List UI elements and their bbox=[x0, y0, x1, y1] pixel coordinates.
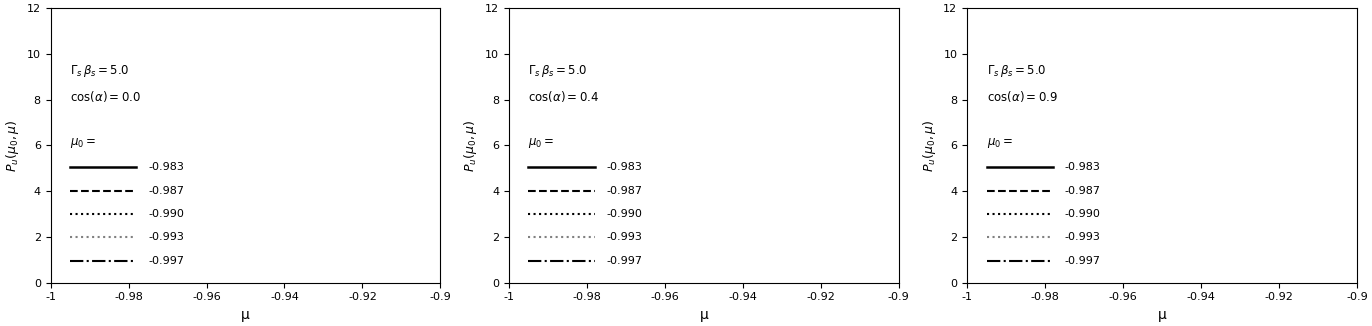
Text: $\mu_0 =$: $\mu_0 =$ bbox=[528, 136, 554, 150]
Text: $\cos(\alpha) = $0.4: $\cos(\alpha) = $0.4 bbox=[528, 89, 600, 104]
Text: -0.997: -0.997 bbox=[1065, 256, 1100, 266]
Text: $\cos(\alpha) = $0.9: $\cos(\alpha) = $0.9 bbox=[986, 89, 1058, 104]
X-axis label: μ: μ bbox=[1158, 308, 1166, 322]
Text: -0.993: -0.993 bbox=[1065, 232, 1100, 242]
Y-axis label: $P_u(\mu_0,\mu)$: $P_u(\mu_0,\mu)$ bbox=[4, 119, 21, 171]
Text: -0.997: -0.997 bbox=[148, 256, 184, 266]
Text: $\Gamma_s\,\beta_s = 5.0$: $\Gamma_s\,\beta_s = 5.0$ bbox=[528, 63, 589, 79]
Text: -0.983: -0.983 bbox=[1065, 162, 1100, 172]
Text: -0.993: -0.993 bbox=[606, 232, 642, 242]
Text: $\cos(\alpha) = $0.0: $\cos(\alpha) = $0.0 bbox=[70, 89, 141, 104]
Text: -0.997: -0.997 bbox=[606, 256, 642, 266]
Text: -0.987: -0.987 bbox=[606, 185, 642, 196]
Text: -0.987: -0.987 bbox=[1065, 185, 1100, 196]
Text: -0.990: -0.990 bbox=[148, 209, 184, 219]
Text: -0.987: -0.987 bbox=[148, 185, 184, 196]
Text: -0.990: -0.990 bbox=[1065, 209, 1100, 219]
Text: $\Gamma_s\,\beta_s = 5.0$: $\Gamma_s\,\beta_s = 5.0$ bbox=[70, 63, 130, 79]
Text: $\Gamma_s\,\beta_s = 5.0$: $\Gamma_s\,\beta_s = 5.0$ bbox=[986, 63, 1047, 79]
Text: -0.990: -0.990 bbox=[606, 209, 642, 219]
X-axis label: μ: μ bbox=[700, 308, 708, 322]
Text: -0.983: -0.983 bbox=[148, 162, 184, 172]
Text: $\mu_0 =$: $\mu_0 =$ bbox=[986, 136, 1013, 150]
Text: -0.993: -0.993 bbox=[148, 232, 184, 242]
Y-axis label: $P_u(\mu_0,\mu)$: $P_u(\mu_0,\mu)$ bbox=[462, 119, 479, 171]
Text: $\mu_0 =$: $\mu_0 =$ bbox=[70, 136, 96, 150]
X-axis label: μ: μ bbox=[241, 308, 250, 322]
Y-axis label: $P_u(\mu_0,\mu)$: $P_u(\mu_0,\mu)$ bbox=[921, 119, 937, 171]
Text: -0.983: -0.983 bbox=[606, 162, 642, 172]
